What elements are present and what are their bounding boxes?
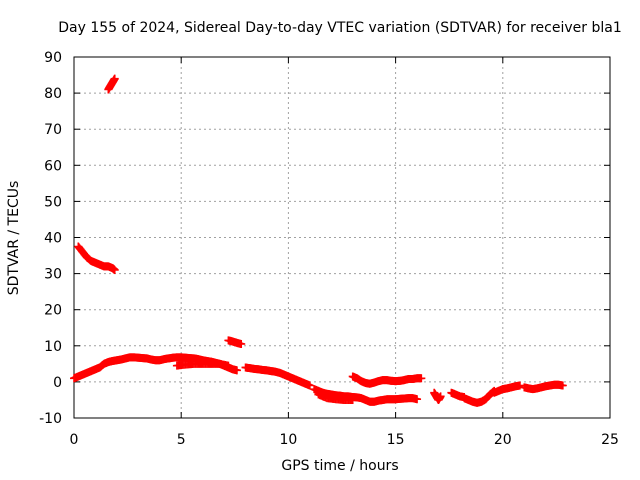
y-tick-label: 50 bbox=[44, 194, 62, 210]
y-axis-label: SDTVAR / TECUs bbox=[6, 181, 22, 296]
data-point bbox=[515, 381, 524, 390]
x-tick-label: 0 bbox=[70, 432, 79, 448]
chart-title: Day 155 of 2024, Sidereal Day-to-day VTE… bbox=[58, 20, 621, 36]
data-point bbox=[558, 381, 567, 390]
y-tick-label: 80 bbox=[44, 86, 62, 102]
y-tick-label: 90 bbox=[44, 50, 62, 66]
data-point bbox=[413, 395, 422, 404]
y-tick-label: 40 bbox=[44, 231, 62, 247]
y-tick-label: 70 bbox=[44, 122, 62, 138]
data-marks bbox=[70, 74, 567, 407]
y-tick-label: 10 bbox=[44, 339, 62, 355]
x-tick-label: 5 bbox=[177, 432, 186, 448]
y-tick-label: 60 bbox=[44, 158, 62, 174]
x-tick-label: 10 bbox=[279, 432, 297, 448]
data-point bbox=[110, 265, 119, 274]
y-tick-label: 0 bbox=[53, 375, 62, 391]
y-tick-label: 20 bbox=[44, 303, 62, 319]
data-point bbox=[237, 339, 246, 348]
y-tick-label: 30 bbox=[44, 267, 62, 283]
data-point bbox=[224, 361, 233, 370]
axis-ticks: 0 5 10 15 20 25 -10 0 10 20 30 40 50 60 70 80 90 bbox=[39, 50, 619, 448]
x-tick-label: 20 bbox=[494, 432, 512, 448]
data-point bbox=[110, 74, 119, 83]
x-tick-label: 25 bbox=[601, 432, 619, 448]
x-axis-label: GPS time / hours bbox=[281, 458, 398, 474]
data-point bbox=[232, 366, 241, 375]
data-point bbox=[305, 381, 314, 390]
data-point bbox=[436, 392, 445, 401]
data-point bbox=[348, 395, 357, 404]
data-point bbox=[417, 374, 426, 383]
x-tick-label: 15 bbox=[387, 432, 405, 448]
y-tick-label: -10 bbox=[39, 411, 62, 427]
